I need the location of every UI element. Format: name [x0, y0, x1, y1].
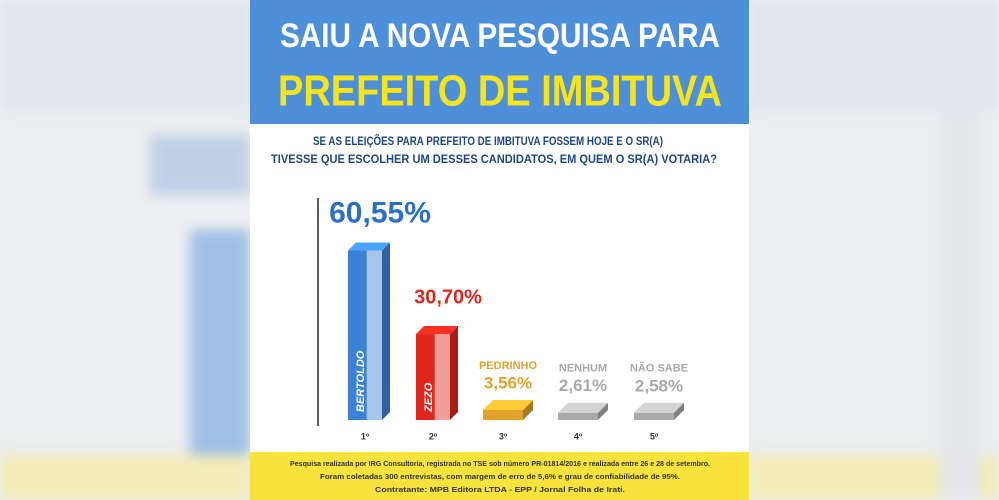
footer — [250, 452, 749, 500]
footer-line: Pesquisa realizada por IRG Consultoria, … — [290, 461, 710, 468]
bar-side — [523, 400, 533, 420]
candidate-label: ZEZO — [423, 382, 435, 413]
bar-side — [450, 326, 458, 420]
footer-line: Foram coletadas 300 entrevistas, com mar… — [320, 474, 680, 481]
bar-top — [634, 402, 684, 413]
bar-top — [416, 326, 458, 335]
candidate-label: PEDRINHO — [479, 360, 538, 372]
candidate-label: NENHUM — [559, 363, 607, 375]
rank-label: 2º — [429, 431, 438, 441]
rank-label: 3º — [499, 431, 508, 441]
value-label: 2,61% — [559, 376, 607, 395]
bar — [483, 410, 523, 420]
bar-side — [674, 402, 684, 420]
candidate-label: BERTOLDO — [355, 350, 367, 412]
value-label: 30,70% — [414, 286, 482, 308]
bar — [634, 412, 674, 420]
bar-highlight — [434, 334, 450, 420]
candidate-label: NÃO SABE — [630, 362, 688, 375]
bar-top — [558, 402, 608, 413]
bar — [558, 412, 598, 420]
bar-side — [598, 402, 608, 420]
header — [250, 0, 749, 124]
rank-label: 4º — [574, 431, 583, 441]
question-line: SE AS ELEIÇÕES PARA PREFEITO DE IMBITUVA… — [313, 133, 663, 148]
bar-top — [348, 242, 390, 251]
bar-side — [382, 242, 390, 420]
question-line: TIVESSE QUE ESCOLHER UM DESSES CANDIDATO… — [271, 152, 717, 166]
bar-highlight — [366, 250, 382, 420]
value-label: 2,58% — [635, 376, 683, 395]
rank-label: 5º — [650, 431, 659, 441]
rank-label: 1º — [361, 431, 370, 441]
bar-top — [483, 400, 533, 411]
value-label: 3,56% — [484, 374, 532, 393]
value-label: 60,55% — [329, 196, 431, 229]
title: SAIU A NOVA PESQUISA PARA — [280, 17, 720, 55]
subtitle: PREFEITO DE IMBITUVA — [278, 67, 722, 116]
footer-line: Contratante: MPB Editora LTDA - EPP / Jo… — [375, 487, 625, 494]
